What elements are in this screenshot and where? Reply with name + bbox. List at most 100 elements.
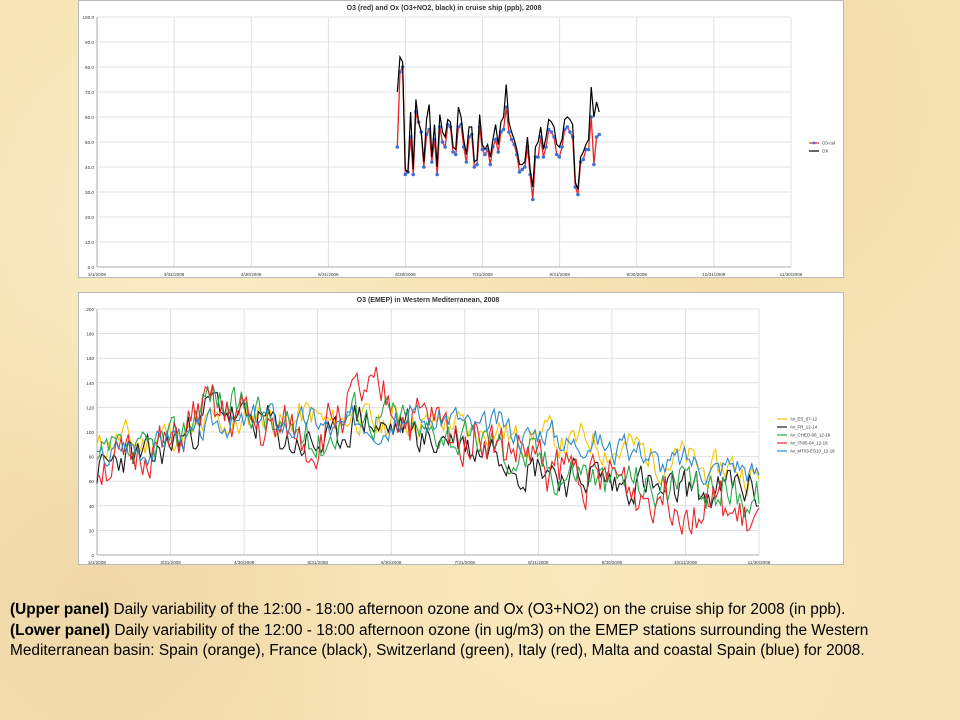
- y-tick-label: 30.0: [85, 190, 94, 195]
- y-tick-label: 90.0: [85, 40, 94, 45]
- legend-label: Av_ITI05-04_12-18: [790, 441, 828, 446]
- data-point: [422, 165, 426, 169]
- x-tick-label: 11/30/2008: [780, 272, 803, 277]
- y-tick-label: 60.0: [85, 115, 94, 120]
- y-tick-label: 80.0: [85, 65, 94, 70]
- data-point: [453, 152, 458, 157]
- data-point: [541, 155, 546, 159]
- y-tick-label: 200: [86, 307, 94, 312]
- x-tick-label: 3/31/2008: [160, 560, 181, 564]
- data-point: [594, 135, 599, 139]
- legend-marker: [812, 141, 816, 145]
- data-point: [520, 167, 524, 172]
- data-point: [501, 127, 506, 132]
- x-tick-label: 3/1/2008: [88, 272, 106, 277]
- series-line-ox: [396, 54, 600, 190]
- x-tick-label: 6/30/2008: [395, 272, 416, 277]
- y-tick-label: 60: [89, 479, 95, 484]
- data-point: [597, 132, 602, 137]
- x-tick-label: 4/30/2008: [241, 272, 262, 277]
- upper-chart-svg: O3 (red) and Ox (O3+NO2, black) in cruis…: [83, 5, 835, 277]
- y-tick-label: 20.0: [85, 215, 94, 220]
- x-tick-label: 3/1/2008: [88, 560, 106, 564]
- x-tick-label: 11/30/2008: [748, 560, 771, 564]
- caption-upper-label: (Upper panel): [10, 601, 110, 618]
- y-tick-label: 40.0: [85, 165, 94, 170]
- x-tick-label: 9/30/2008: [627, 272, 648, 277]
- y-tick-label: 40: [89, 504, 95, 509]
- data-point: [536, 155, 540, 159]
- data-point: [549, 130, 554, 134]
- data-point: [403, 172, 408, 177]
- data-point: [581, 157, 586, 162]
- y-tick-label: 180: [86, 332, 94, 337]
- data-point: [568, 130, 572, 134]
- data-point: [493, 137, 498, 142]
- y-tick-label: 50.0: [85, 140, 94, 145]
- y-tick-label: 140: [86, 381, 94, 386]
- data-point: [544, 145, 548, 149]
- y-tick-label: 100: [86, 430, 94, 435]
- x-tick-label: 8/31/2008: [549, 272, 570, 277]
- upper-chart-panel: O3 (red) and Ox (O3+NO2, black) in cruis…: [78, 0, 844, 278]
- y-tick-label: 100.0: [83, 15, 95, 20]
- figure-caption: (Upper panel) Daily variability of the 1…: [10, 600, 950, 662]
- x-tick-label: 7/31/2008: [455, 560, 476, 564]
- caption-upper-text: Daily variability of the 12:00 - 18:00 a…: [109, 601, 846, 618]
- legend-label: OX: [822, 149, 828, 154]
- data-point: [509, 137, 514, 142]
- data-point: [464, 160, 469, 164]
- legend-label: Av_ES_07-12: [790, 417, 818, 422]
- y-tick-label: 160: [86, 356, 94, 361]
- data-point: [530, 197, 535, 202]
- data-point: [488, 162, 493, 167]
- data-point: [523, 165, 527, 169]
- data-point: [565, 125, 570, 129]
- data-point: [592, 162, 596, 167]
- y-tick-label: 120: [86, 405, 94, 410]
- lower-chart-panel: O3 (EMEP) in Western Mediterranean, 2008…: [78, 292, 844, 565]
- data-point: [483, 152, 487, 157]
- data-point: [440, 140, 445, 144]
- x-tick-label: 5/31/2008: [307, 560, 328, 564]
- data-point: [557, 155, 562, 159]
- caption-upper: (Upper panel) Daily variability of the 1…: [10, 600, 950, 621]
- legend-label: Av_MT03-ES10_12-18: [790, 449, 835, 454]
- y-tick-label: 0.0: [88, 265, 95, 270]
- caption-lower-label: (Lower panel): [10, 621, 111, 639]
- y-tick-label: 80: [89, 455, 95, 460]
- x-tick-label: 5/31/2008: [318, 272, 339, 277]
- series-line-av_mt03-es10_12-18: [96, 403, 760, 486]
- lower-chart-svg: O3 (EMEP) in Western Mediterranean, 2008…: [86, 297, 835, 564]
- caption-lower: (Lower panel) Daily variability of the 1…: [10, 621, 950, 662]
- data-point: [472, 165, 477, 169]
- x-tick-label: 9/30/2008: [602, 560, 623, 564]
- data-point: [475, 162, 479, 167]
- x-tick-label: 3/31/2008: [164, 272, 185, 277]
- data-point: [395, 145, 400, 149]
- y-tick-label: 20: [89, 528, 95, 533]
- data-point: [435, 172, 439, 177]
- chart-title: O3 (EMEP) in Western Mediterranean, 2008: [357, 297, 500, 304]
- x-tick-label: 7/31/2008: [472, 272, 493, 277]
- y-tick-label: 10.0: [85, 240, 94, 245]
- y-tick-label: 70.0: [85, 90, 94, 95]
- series-line-av_iti05-04_12-18: [96, 366, 760, 535]
- data-point: [560, 145, 564, 149]
- data-point: [496, 150, 501, 154]
- x-tick-label: 4/30/2008: [234, 560, 255, 564]
- data-point: [430, 160, 434, 164]
- data-point: [517, 170, 522, 174]
- caption-lower-text: Daily variability of the 12:00 - 18:00 a…: [10, 621, 869, 660]
- data-point: [504, 105, 509, 109]
- data-point: [576, 192, 580, 197]
- legend-label: Av_CHEO-08_12-18: [790, 433, 831, 438]
- data-point: [411, 172, 416, 177]
- data-point: [507, 130, 511, 134]
- data-point: [480, 147, 485, 152]
- chart-title: O3 (red) and Ox (O3+NO2, black) in cruis…: [347, 5, 542, 12]
- x-tick-label: 10/31/2008: [702, 272, 725, 277]
- data-point: [554, 152, 559, 157]
- y-tick-label: 0: [91, 553, 94, 558]
- legend-label: O3-cal: [822, 141, 835, 146]
